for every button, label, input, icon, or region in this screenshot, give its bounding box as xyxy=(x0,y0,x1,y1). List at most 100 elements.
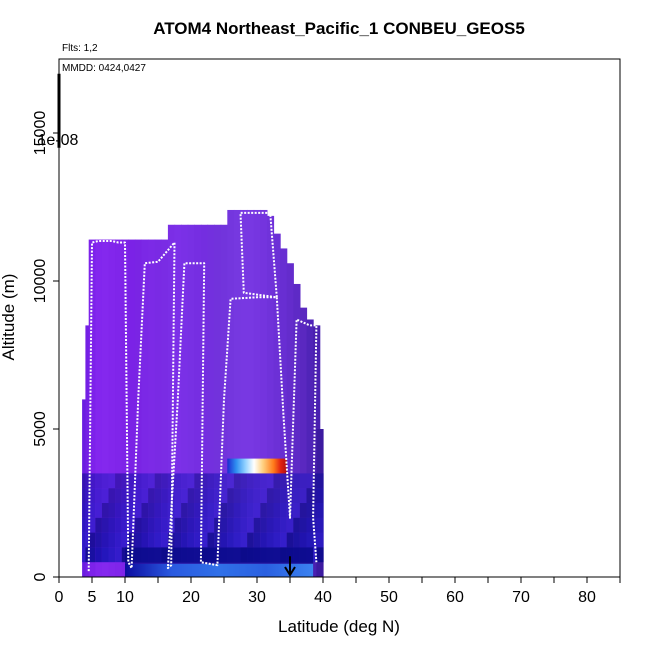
heatmap-column xyxy=(240,209,248,577)
heatmap-cell xyxy=(194,517,202,533)
heatmap-cell xyxy=(95,547,103,563)
chart-title: ATOM4 Northeast_Pacific_1 CONBEU_GEOS5 xyxy=(153,19,525,38)
heatmap-cell xyxy=(121,473,129,489)
heatmap-cell xyxy=(266,517,275,533)
heatmap-cell xyxy=(148,488,156,503)
heatmap-cell xyxy=(273,503,281,518)
heatmap-cell xyxy=(207,473,215,489)
heatmap-cell xyxy=(174,532,182,548)
heatmap-column xyxy=(227,209,235,577)
heatmap-cell xyxy=(240,473,248,489)
x-tick-label: 50 xyxy=(380,589,398,606)
heatmap-cell xyxy=(299,473,308,489)
heatmap-cell xyxy=(280,532,288,548)
heatmap-cell xyxy=(134,488,143,503)
heatmap-cell xyxy=(128,473,136,489)
heatmap-cell xyxy=(214,532,222,548)
heatmap-cell xyxy=(115,488,123,503)
plot-area: 0 5 10 20 30 40 50 60 70 80 0 5000 10000 15000 xyxy=(32,58,621,606)
heatmap-cell xyxy=(214,473,222,489)
heatmap-cell xyxy=(214,517,222,533)
heatmap-column xyxy=(260,209,268,577)
heatmap-cell xyxy=(167,517,176,533)
heatmap-column xyxy=(233,209,242,577)
arrow-head xyxy=(284,566,296,577)
heatmap-cell xyxy=(121,517,129,533)
heatmap-cell xyxy=(88,473,96,489)
heatmap-cell xyxy=(194,473,202,489)
heatmap-column xyxy=(299,307,308,577)
heatmap-cell xyxy=(299,517,308,533)
heatmap-cell xyxy=(266,488,275,503)
heatmap-cell xyxy=(161,503,169,518)
heatmap-cell xyxy=(181,503,189,518)
heatmap-cell xyxy=(141,503,149,518)
heatmap-cell xyxy=(174,488,182,503)
heatmap-cell xyxy=(253,488,261,503)
heatmap-cell xyxy=(233,503,242,518)
heatmap-cell xyxy=(141,532,149,548)
heatmap-column xyxy=(181,224,189,577)
x-tick-label: 20 xyxy=(182,589,200,606)
heatmap-cell xyxy=(187,532,195,548)
heatmap-cell xyxy=(141,473,149,489)
heatmap-cell xyxy=(174,503,182,518)
heatmap-cell xyxy=(154,488,162,503)
heatmap-column xyxy=(161,239,169,577)
heatmap-cell xyxy=(293,532,301,548)
x-tick-label: 5 xyxy=(88,589,97,606)
heatmap-cell xyxy=(154,517,162,533)
heatmap-cell xyxy=(207,517,215,533)
x-axis: 0 5 10 20 30 40 50 60 70 80 xyxy=(55,577,621,606)
y-tick-label: 10000 xyxy=(32,259,49,304)
heatmap-column xyxy=(266,215,275,577)
heatmap-cell xyxy=(154,473,162,489)
heatmap-cell xyxy=(115,473,123,489)
heatmap-cell xyxy=(266,532,275,548)
heatmap-cell xyxy=(220,473,228,489)
heatmap-cell xyxy=(233,473,242,489)
x-tick-label: 80 xyxy=(578,589,596,606)
heatmap-cell xyxy=(247,532,255,548)
heatmap-column xyxy=(154,239,162,577)
heatmap-cell xyxy=(306,532,314,548)
x-tick-label: 40 xyxy=(314,589,332,606)
heatmap-cell xyxy=(240,517,248,533)
heatmap-cell xyxy=(316,517,324,533)
heatmap-cell xyxy=(101,517,110,533)
heatmap-cell xyxy=(187,503,195,518)
heatmap-cell xyxy=(88,547,96,563)
heatmap-cell xyxy=(95,532,103,548)
heatmap-cell xyxy=(273,532,281,548)
heatmap-cell xyxy=(214,503,222,518)
heatmap-cell xyxy=(266,503,275,518)
heatmap-cell xyxy=(167,532,176,548)
heatmap-cell xyxy=(174,517,182,533)
heatmap-cell xyxy=(148,473,156,489)
x-tick-label: 30 xyxy=(248,589,266,606)
heatmap-cell xyxy=(128,517,136,533)
heatmap-cell xyxy=(108,473,116,489)
heatmap-cell xyxy=(247,473,255,489)
heatmap-cell xyxy=(194,503,202,518)
heatmap-cell xyxy=(227,503,235,518)
heatmap-cell xyxy=(108,547,116,563)
heatmap-cell xyxy=(187,517,195,533)
heatmap-cell xyxy=(316,532,324,548)
heatmap-cell xyxy=(207,488,215,503)
heatmap-cell xyxy=(220,517,228,533)
heatmap-cell xyxy=(181,473,189,489)
heatmap-column xyxy=(167,224,176,577)
heatmap-cell xyxy=(247,517,255,533)
heatmap-cell xyxy=(293,473,301,489)
hot-band xyxy=(227,458,287,474)
heatmap-cell xyxy=(233,488,242,503)
heatmap-cell xyxy=(240,503,248,518)
heatmap-column xyxy=(141,239,149,577)
heatmap-cell xyxy=(316,503,324,518)
heatmap-cell xyxy=(108,517,116,533)
dates-note: MMDD: 0424,0427 xyxy=(62,63,146,74)
heatmap-cell xyxy=(101,532,110,548)
heatmap-cell xyxy=(141,517,149,533)
heatmap-cell xyxy=(273,517,281,533)
